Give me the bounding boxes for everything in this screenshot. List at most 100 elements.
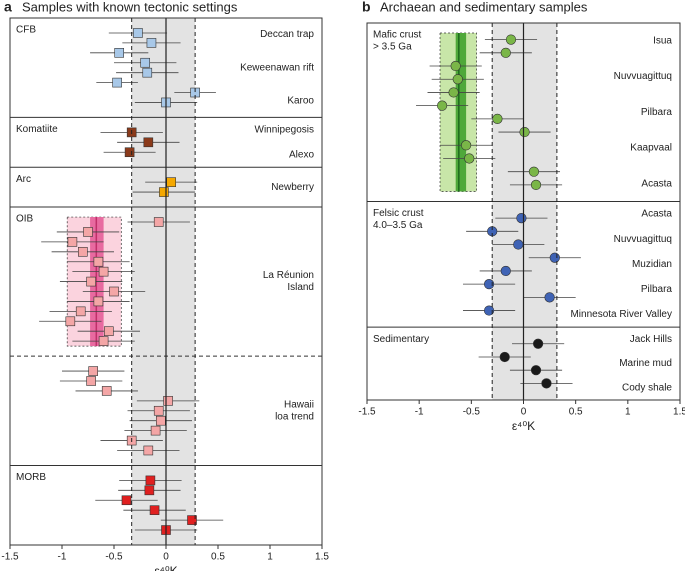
point [88,366,98,376]
sample-label: Acasta [641,178,672,189]
sample-label: Minnesota River Valley [570,309,672,320]
sample-label: loa trend [275,411,314,422]
point [86,376,96,386]
point [109,286,119,297]
point [140,57,150,68]
point [78,246,88,257]
point [499,351,510,363]
point [112,77,122,88]
sample-label: Cody shale [622,383,672,394]
sample-label: Winnipegosis [255,125,314,136]
sample-label: Island [287,282,314,293]
point [75,306,86,317]
sample-label: Pilbara [641,284,673,295]
sample-label: Isua [653,35,672,46]
x-tick-label: -1.5 [358,407,376,418]
sample-label: Nuvvuagittuq [614,234,672,245]
panel-label: a [4,0,12,15]
point [187,515,197,525]
point [516,213,527,224]
group-label: Arc [16,174,31,185]
point [452,74,463,85]
point [143,445,154,456]
group-label: > 3.5 Ga [373,42,412,53]
point [166,177,176,187]
point [146,38,157,48]
sample-label: Keweenawan rift [240,62,314,73]
point [114,48,124,58]
point [530,179,542,190]
sample-label: Acasta [641,209,672,220]
x-tick-label: 1.5 [673,407,685,418]
point [549,252,560,263]
point [142,67,153,78]
panel-label: b [362,0,371,15]
point [153,405,164,416]
group-label: MORB [16,472,46,483]
sample-label: Newberry [271,182,314,193]
point [121,495,132,506]
sample-label: Muzidian [632,259,672,270]
point [533,338,544,349]
point [450,60,461,72]
sample-label: Alexo [289,149,314,160]
point [145,475,156,486]
point [461,140,472,151]
group-label: Sedimentary [373,334,429,345]
band [492,23,557,400]
x-tick-label: 1.5 [315,552,329,563]
point [163,396,173,406]
point [500,265,511,277]
point [86,276,96,287]
x-tick-label: -0.5 [463,407,481,418]
point [83,227,93,237]
point [153,217,164,227]
x-tick-label: -1 [415,407,424,418]
point [541,378,552,389]
panel-title: Samples with known tectonic settings [22,0,238,14]
point [149,505,160,515]
point [483,305,495,316]
x-tick-label: -0.5 [105,552,123,563]
group-label: Felsic crust [373,208,424,219]
x-tick-label: 0.5 [211,552,225,563]
sample-label: Karoo [287,95,314,106]
point [156,415,166,426]
point [144,485,155,496]
x-tick-label: 1 [625,407,631,418]
sample-label: Nuvvuagittuq [614,71,672,82]
group-label: OIB [16,214,34,225]
sample-label: Marine mud [619,358,672,369]
group-label: Mafic crust [373,30,422,41]
sample-label: Hawaii [284,399,314,410]
mean-band-inner [455,33,467,192]
point [98,266,109,277]
point [104,326,114,337]
point [150,425,161,436]
x-tick-label: -1.5 [1,552,19,563]
point [65,316,76,327]
point [528,166,540,177]
x-axis-label: ε⁴⁰K [154,564,177,571]
point [530,365,542,376]
point [133,28,143,38]
point [437,100,448,111]
point [93,256,104,267]
point [483,279,495,290]
x-tick-label: 1 [267,552,273,563]
group-label: CFB [16,25,36,36]
point [98,336,109,346]
panel-title: Archaean and sedimentary samples [380,0,588,14]
point [93,296,104,307]
x-tick-label: 0 [521,407,527,418]
x-tick-label: 0.5 [569,407,583,418]
point [101,386,112,396]
sample-label: Jack Hills [630,334,672,345]
point [519,126,530,138]
point [500,47,511,58]
point [544,292,555,303]
sample-label: Pilbara [641,107,673,118]
point [159,187,169,197]
x-tick-label: 0 [163,552,169,563]
